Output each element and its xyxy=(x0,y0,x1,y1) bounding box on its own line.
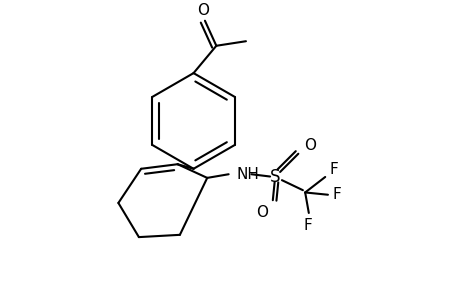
Text: O: O xyxy=(255,206,267,220)
Text: F: F xyxy=(303,218,312,233)
Text: F: F xyxy=(328,162,337,177)
Text: F: F xyxy=(332,187,341,202)
Text: O: O xyxy=(303,138,315,153)
Text: NH: NH xyxy=(236,167,259,182)
Text: S: S xyxy=(270,167,280,185)
Text: O: O xyxy=(196,3,208,18)
